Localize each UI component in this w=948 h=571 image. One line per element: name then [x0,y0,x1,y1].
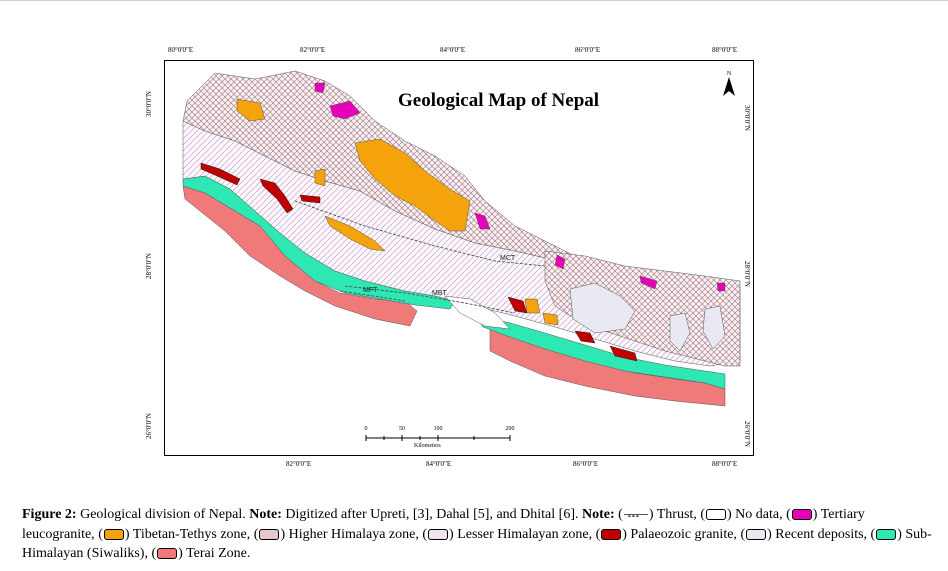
tibetan-tethys-west [236,98,266,122]
legend-siwaliks: Sub-Himalayan (Siwaliks), [22,526,932,562]
lat-tick-right: 30°0'0"N [742,105,751,131]
legend-no-data: No data, [735,507,783,522]
mbt-label: MBT [432,290,447,297]
legend-tethys: Tibetan-Tethys zone, [132,526,251,542]
lon-tick-top: 88°0'0"E [712,46,738,54]
scale-bar: 0 50 100 200 Kilometers [364,426,515,450]
caption-note-text: Digitized after Upreti, [3], Dahal [5], … [285,507,579,522]
palaeozoic-granite-2 [259,178,294,214]
caption-text: Geological division of Nepal. [80,507,246,522]
north-arrow-icon [723,77,735,96]
scale-tick: 200 [505,426,515,432]
legend-terai: Terai Zone. [186,546,251,561]
siwaliks-swatch [876,528,897,540]
thrust-line-mct [294,200,546,267]
thrust-swatch [623,507,648,527]
palaeozoic-granite-5 [574,330,596,344]
legend-higher-himalaya: Higher Himalaya zone, [288,526,419,542]
higher-himalaya-east [544,250,741,367]
tibetan-tethys-east [524,298,541,314]
tibetan-tethys-east-2 [542,312,559,326]
terai-swatch [157,548,178,560]
scale-tick: 50 [399,426,405,432]
sub-himalayan-zone-east [474,314,726,390]
mct-label: MCT [500,255,516,262]
recent-deposits-swatch [746,528,767,540]
lon-tick-bottom: 82°0'0"E [286,460,312,468]
legend-thrust: Thrust, [656,507,697,522]
leucogranite-swatch [791,509,812,521]
lat-tick-left: 30°0'0"N [144,91,153,117]
palaeozoic-granite-6 [609,345,638,362]
lat-tick-left: 26°0'0"N [144,413,153,439]
scale-unit: Kilometers [414,443,441,449]
leucogranite-4 [639,275,658,290]
lon-tick-bottom: 86°0'0"E [573,460,599,468]
legend-recent-deposits: Recent deposits, [775,526,868,542]
figure-caption: Figure 2: Geological division of Nepal. … [22,505,938,564]
lat-tick-right: 28°0'0"N [742,261,751,287]
palaeozoic-granite-1 [200,162,241,186]
lon-tick-top: 82°0'0"E [300,46,326,54]
higher-himalaya-swatch [259,528,280,540]
scale-tick: 100 [433,426,443,432]
leucogranite-2 [474,212,491,230]
leucogranite-3 [554,254,566,270]
recent-deposits-3 [702,305,726,350]
lon-tick-top: 80°0'0"E [168,46,194,54]
palaeozoic-swatch [601,528,622,540]
tibetan-tethys-central [354,138,471,232]
recent-deposits-1 [569,282,636,334]
leucogranite-1 [329,100,361,120]
map-title: Geological Map of Nepal [398,90,600,111]
lon-tick-bottom: 88°0'0"E [712,460,738,468]
palaeozoic-granite-3 [299,194,321,204]
legend-lesser-himalaya: Lesser Himalayan zone, [457,526,593,542]
north-arrow: N [721,71,737,99]
map-frame [164,60,754,456]
caption-note-label: Note: [249,507,282,522]
mft-label: MFT [363,287,378,294]
scale-bar-graphic [365,435,511,441]
leucogranite-6 [314,82,326,94]
tethys-swatch [103,528,124,540]
lesser-himalaya-swatch [428,528,449,540]
lat-tick-left: 28°0'0"N [144,253,153,279]
tibetan-tethys-small-1 [314,168,326,187]
tibetan-tethys-strip [324,215,386,252]
geological-map [182,70,741,407]
palaeozoic-granite-4 [507,296,528,314]
caption-note-label: Note: [582,507,615,522]
legend-leucogranite: Tertiary leucogranite, [22,507,865,542]
lon-tick-top: 84°0'0"E [440,46,466,54]
top-divider [0,0,948,1]
recent-deposits-2 [669,312,691,352]
leucogranite-5 [716,282,726,292]
north-label: N [726,71,732,77]
legend-palaeozoic: Palaeozoic granite, [630,526,737,542]
no-data-swatch [705,509,726,521]
lat-tick-right: 26°0'0"N [742,421,751,447]
recent-deposits-4 [444,295,511,330]
thrust-line-mbt [344,285,516,314]
scale-tick: 0 [364,426,368,432]
lon-tick-top: 86°0'0"E [575,46,601,54]
caption-label: Figure 2: [22,507,77,522]
lon-tick-bottom: 84°0'0"E [426,460,452,468]
